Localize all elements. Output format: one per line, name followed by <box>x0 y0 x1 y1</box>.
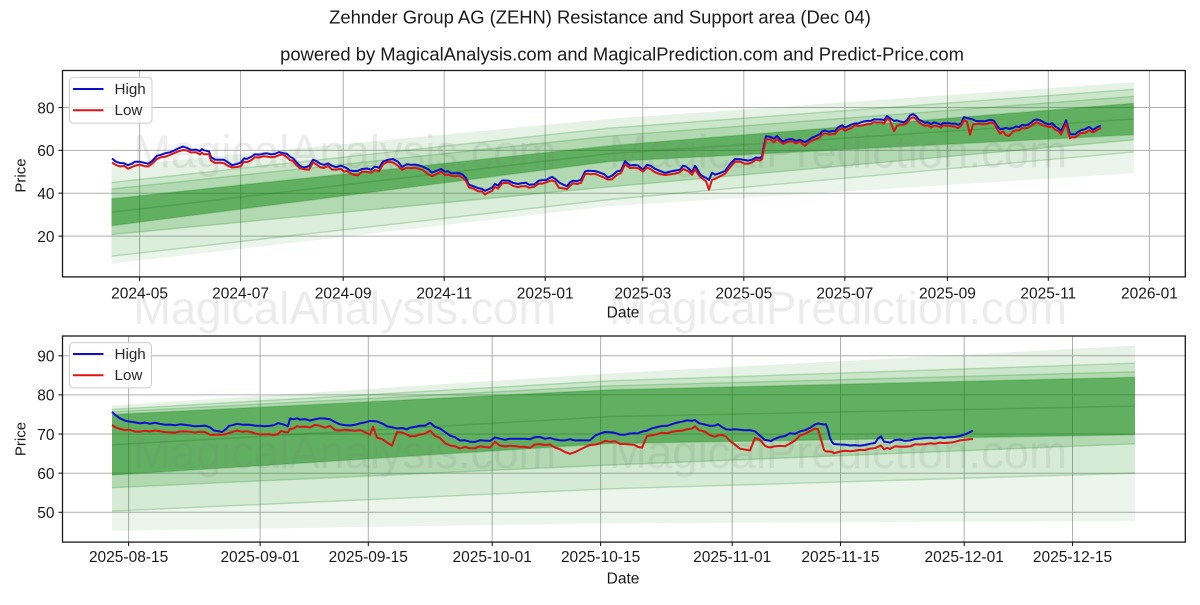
svg-text:2025-01: 2025-01 <box>517 286 574 303</box>
svg-text:Zehnder Group AG (ZEHN) Resist: Zehnder Group AG (ZEHN) Resistance and S… <box>329 7 871 28</box>
svg-text:2025-12-15: 2025-12-15 <box>1033 549 1112 566</box>
svg-text:MagicalAnalysis.com: MagicalAnalysis.com <box>133 282 556 334</box>
svg-text:2024-07: 2024-07 <box>212 286 269 303</box>
svg-text:2024-11: 2024-11 <box>416 286 472 303</box>
svg-text:80: 80 <box>37 388 55 405</box>
svg-text:MagicalAnalysis.com: MagicalAnalysis.com <box>133 126 556 178</box>
svg-text:2025-09-15: 2025-09-15 <box>329 549 408 566</box>
svg-text:Date: Date <box>607 304 640 321</box>
svg-text:powered by MagicalAnalysis.com: powered by MagicalAnalysis.com and Magic… <box>280 44 964 65</box>
svg-text:2025-08-15: 2025-08-15 <box>89 549 168 566</box>
svg-text:50: 50 <box>37 505 55 522</box>
svg-text:Date: Date <box>607 570 640 587</box>
svg-text:2025-11-01: 2025-11-01 <box>693 549 771 566</box>
svg-text:2025-03: 2025-03 <box>614 286 671 303</box>
svg-text:Low: Low <box>115 367 143 384</box>
svg-text:2026-01: 2026-01 <box>1121 286 1178 303</box>
svg-text:2025-10-01: 2025-10-01 <box>453 549 532 566</box>
svg-text:2025-12-01: 2025-12-01 <box>925 549 1004 566</box>
svg-text:2025-09-01: 2025-09-01 <box>220 549 299 566</box>
svg-text:MagicalPrediction.com: MagicalPrediction.com <box>609 282 1067 334</box>
svg-text:90: 90 <box>37 349 55 366</box>
svg-text:High: High <box>115 346 146 363</box>
svg-text:2025-05: 2025-05 <box>715 286 772 303</box>
svg-text:40: 40 <box>37 186 55 203</box>
svg-text:60: 60 <box>37 466 55 483</box>
svg-text:70: 70 <box>37 427 55 444</box>
svg-text:60: 60 <box>37 143 55 160</box>
svg-text:20: 20 <box>37 229 55 246</box>
svg-text:MagicalAnalysis.com: MagicalAnalysis.com <box>133 426 556 478</box>
svg-text:Low: Low <box>115 102 143 119</box>
svg-text:2024-09: 2024-09 <box>315 286 372 303</box>
svg-text:80: 80 <box>37 100 55 117</box>
svg-text:2025-11: 2025-11 <box>1020 286 1076 303</box>
svg-text:2025-07: 2025-07 <box>816 286 873 303</box>
svg-text:Price: Price <box>13 158 30 192</box>
svg-text:2024-05: 2024-05 <box>111 286 168 303</box>
svg-text:Price: Price <box>13 422 30 456</box>
svg-text:2025-09: 2025-09 <box>919 286 976 303</box>
svg-text:2025-10-15: 2025-10-15 <box>561 549 640 566</box>
svg-text:High: High <box>115 81 146 98</box>
svg-text:2025-11-15: 2025-11-15 <box>801 549 879 566</box>
